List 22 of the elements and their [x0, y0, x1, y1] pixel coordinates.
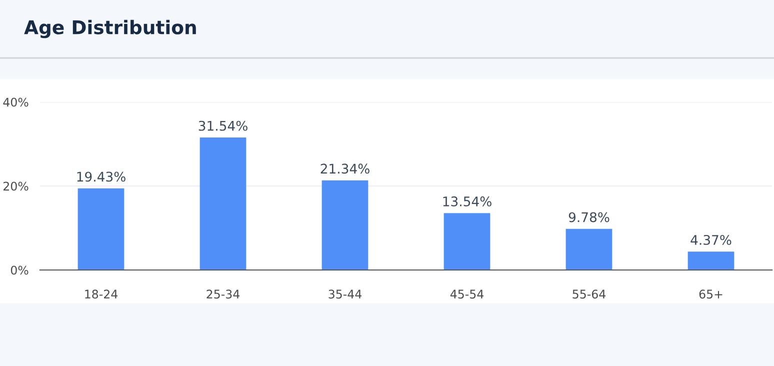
data-label: 31.54%: [198, 120, 248, 131]
data-label: 9.78%: [568, 212, 610, 222]
data-label: 4.37%: [690, 234, 732, 245]
x-tick-label: 35-44: [328, 290, 362, 299]
y-tick-label: 40%: [3, 98, 28, 107]
y-tick-label: 0%: [10, 266, 28, 275]
bar: [566, 228, 612, 270]
x-tick-label: 65+: [699, 290, 722, 299]
data-label: 19.43%: [77, 172, 126, 182]
y-tick-label: 20%: [4, 182, 28, 191]
bar: [322, 180, 368, 270]
data-label: 13.54%: [443, 196, 492, 206]
bar: [200, 138, 246, 270]
x-tick-label: 18-24: [85, 290, 118, 299]
x-tick-label: 25-34: [206, 290, 240, 299]
chart-title: Age Distribution: [24, 20, 196, 38]
x-tick-label: 45-54: [450, 290, 484, 299]
bar: [444, 213, 490, 270]
bar: [78, 188, 124, 270]
bar: [688, 252, 734, 270]
x-tick-label: 55-64: [572, 290, 606, 299]
data-label: 21.34%: [320, 164, 370, 174]
